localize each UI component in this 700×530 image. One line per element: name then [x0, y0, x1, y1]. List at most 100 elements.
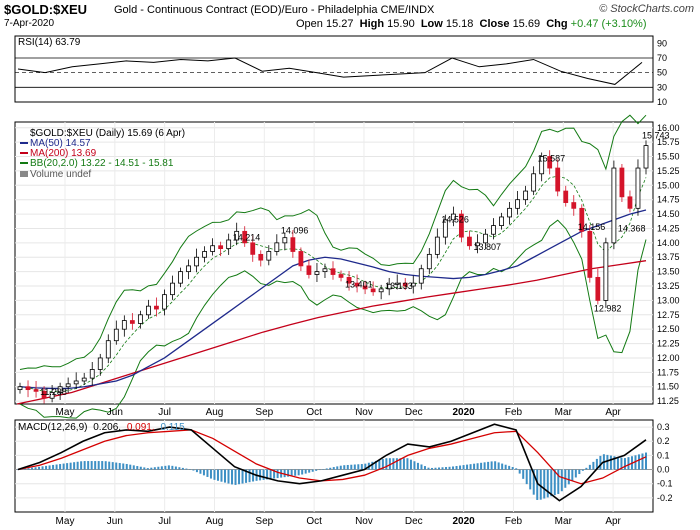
macd-tick-label: 0.3 — [657, 422, 670, 432]
histogram-bar — [231, 469, 234, 485]
histogram-bar — [139, 466, 142, 470]
histogram-bar — [259, 469, 262, 481]
histogram-bar — [371, 461, 374, 470]
candle-body — [410, 282, 416, 287]
rsi-tick-label: 70 — [657, 53, 667, 63]
histogram-bar — [73, 462, 76, 470]
candle-body — [523, 190, 529, 201]
x-tick-label: Oct — [306, 516, 322, 527]
candle-body — [362, 285, 368, 290]
histogram-bar — [188, 469, 191, 470]
histogram-bar — [87, 461, 90, 470]
histogram-bar — [129, 464, 132, 470]
histogram-bar — [588, 464, 591, 470]
symbol-description: Gold - Continuous Contract (EOD)/Euro - … — [114, 4, 378, 16]
macd-panel: MACD(12,26,9) 0.206, 0.091, 0.115 0.3 0.2… — [14, 419, 673, 513]
candle-body — [17, 386, 23, 391]
histogram-bar — [620, 457, 623, 470]
histogram-bar — [31, 467, 34, 470]
candle-body — [595, 276, 601, 301]
histogram-bar — [462, 465, 465, 470]
histogram-bar — [220, 469, 223, 482]
price-annotation: 13.401 — [345, 279, 373, 289]
candle-body — [483, 233, 488, 244]
histogram-bar — [392, 458, 395, 470]
histogram-bar — [287, 469, 290, 477]
candle-body — [33, 389, 39, 392]
histogram-bar — [592, 461, 595, 470]
price-legend: $GOLD:$XEU (Daily) 15.69 (6 Apr) MA(50) … — [20, 128, 185, 180]
candle-body — [41, 390, 47, 399]
histogram-bar — [311, 469, 314, 472]
price-tick-label: 15.00 — [657, 180, 680, 190]
histogram-bar — [374, 460, 377, 470]
high-value: 15.90 — [387, 18, 415, 30]
candle-body — [314, 271, 320, 275]
histogram-bar — [276, 469, 279, 479]
price-annotation: 14.526 — [441, 215, 469, 225]
candle-body — [555, 167, 561, 192]
histogram-bar — [413, 461, 416, 470]
histogram-bar — [136, 466, 139, 470]
histogram-bar — [62, 463, 65, 470]
histogram-bar — [529, 469, 532, 490]
histogram-bar — [143, 467, 146, 470]
histogram-bar — [318, 469, 321, 471]
histogram-bar — [90, 461, 93, 470]
rsi-tick-label: 90 — [657, 38, 667, 48]
histogram-bar — [322, 469, 325, 470]
histogram-bar — [525, 469, 528, 485]
histogram-bar — [469, 464, 472, 470]
candle-body — [154, 305, 159, 310]
histogram-bar — [108, 461, 111, 470]
candle-body — [250, 242, 256, 255]
candle-body — [218, 245, 224, 250]
histogram-bar — [171, 465, 174, 470]
candle-body — [603, 242, 609, 301]
price-annotation: 15.587 — [538, 154, 566, 164]
histogram-bar — [336, 466, 339, 470]
histogram-bar — [153, 467, 156, 470]
svg-text:MACD(12,26,9) 0.206,: MACD(12,26,9) 0.206, 0.091, 0.115 — [18, 422, 185, 433]
price-annotation: 14.096 — [281, 225, 309, 235]
price-annotation: 13.807 — [473, 242, 501, 252]
histogram-bar — [466, 464, 469, 470]
histogram-bar — [34, 467, 37, 470]
candle-body — [434, 236, 440, 255]
candle-body — [330, 268, 336, 275]
candle-body — [146, 305, 151, 316]
histogram-bar — [353, 464, 356, 470]
histogram-bar — [178, 467, 181, 470]
histogram-bar — [483, 462, 486, 470]
histogram-bar — [585, 467, 588, 470]
histogram-bar — [266, 469, 269, 480]
ma50-legend: MA(50) 14.57 — [30, 138, 91, 149]
histogram-bar — [427, 467, 430, 470]
histogram-bar — [269, 469, 272, 479]
histogram-bar — [487, 461, 490, 470]
histogram-bar — [441, 467, 444, 470]
candle-body — [418, 268, 424, 284]
macd-tick-label: -0.1 — [657, 479, 673, 489]
candle-body — [394, 282, 400, 285]
price-tick-label: 14.75 — [657, 195, 680, 205]
histogram-bar — [80, 461, 83, 470]
candle-body — [571, 202, 577, 209]
candle-body — [579, 207, 585, 232]
x-tick-label: Mar — [555, 516, 573, 527]
histogram-bar — [557, 469, 560, 494]
x-tick-label: Aug — [206, 407, 224, 418]
open-value: 15.27 — [325, 18, 354, 30]
histogram-bar — [146, 468, 149, 470]
candle-body — [306, 265, 312, 275]
candle-body — [81, 377, 87, 382]
price-annotation: 13.133 — [385, 281, 413, 291]
stockcharts-logo[interactable]: © StockCharts.com — [599, 3, 694, 15]
histogram-bar — [402, 458, 405, 470]
price-legend-title: $GOLD:$XEU (Daily) 15.69 (6 Apr) — [30, 128, 185, 139]
histogram-bar — [560, 469, 563, 492]
price-tick-label: 13.00 — [657, 295, 680, 305]
price-tick-label: 14.50 — [657, 209, 680, 219]
low-value: 15.18 — [445, 18, 474, 30]
